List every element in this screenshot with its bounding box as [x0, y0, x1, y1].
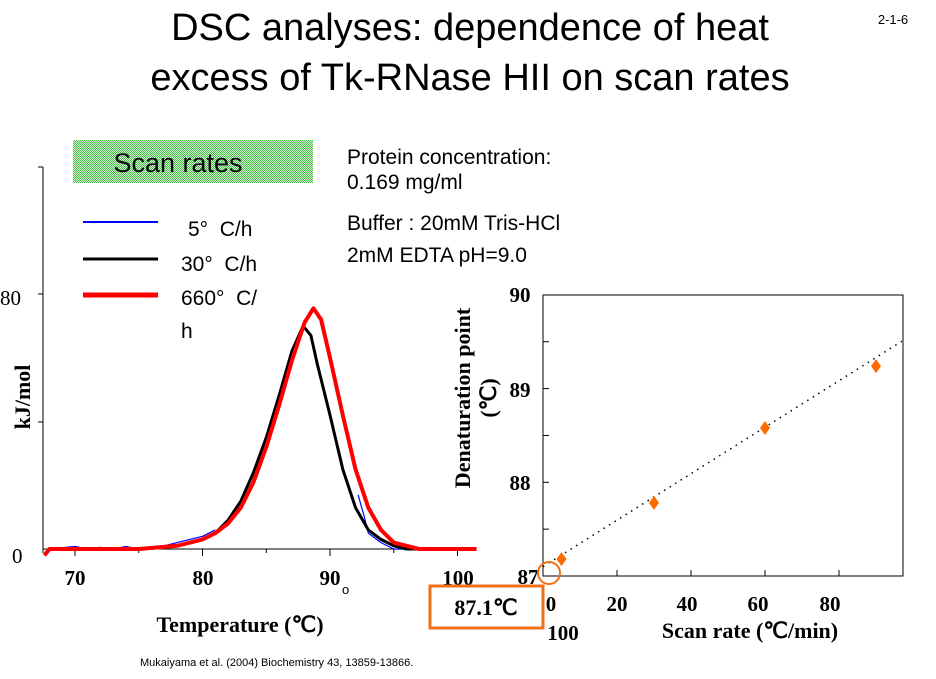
protein-value: 0.169 mg/ml [347, 171, 463, 194]
rate-y-tick-label-90: 90 [510, 283, 531, 307]
legend-label-660-wrap: h [181, 320, 193, 343]
dsc-y-tick-label-80: 80 [0, 286, 21, 310]
legend-label-30: 30° C/h [181, 253, 257, 276]
scan-rate-chart: 87 88 89 90 0 20 40 60 80 100 Scan rate … [450, 283, 904, 645]
dsc-x-tick-label-90: 90 [320, 566, 341, 590]
slide-title-line1: DSC analyses: dependence of heat [171, 7, 769, 49]
rate-data-point [871, 359, 881, 374]
dsc-chart: 80 0 70 80 90 o 100 Temperature (℃) kJ/m… [0, 166, 477, 637]
dsc-series-line [49, 529, 216, 550]
rate-y-tick-label-88: 88 [510, 471, 531, 495]
rate-y-tick-label-87: 87 [518, 565, 539, 589]
buffer-line1: Buffer : 20mM Tris-HCl [347, 212, 560, 235]
legend-label-5: 5° C/h [188, 218, 252, 241]
rate-x-axis-label: Scan rate (℃/min) [662, 618, 838, 643]
rate-data-point [556, 552, 567, 567]
rate-x-tick-label-80: 80 [820, 592, 841, 616]
legend-title-box [73, 140, 313, 183]
slide-title-line2: excess of Tk-RNase HII on scan rates [150, 57, 789, 99]
dsc-x-tick-suffix: o [342, 582, 349, 597]
dsc-x-axis-label: Temperature (℃) [156, 612, 323, 637]
intercept-highlight-circle [537, 561, 561, 585]
rate-y-tick-label-89: 89 [510, 378, 531, 402]
rate-y-axis-unit: (℃) [476, 378, 501, 417]
intercept-callout-value: 87.1℃ [454, 595, 517, 620]
buffer-line2: 2mM EDTA pH=9.0 [347, 244, 527, 267]
dsc-y-tick-label-0: 0 [12, 544, 23, 568]
rate-data-point [760, 420, 770, 435]
intercept-callout-box [428, 584, 545, 630]
rate-data-point [649, 495, 659, 510]
rate-x-tick-label-40: 40 [677, 592, 698, 616]
legend-label-660: 660° C/ [181, 287, 257, 310]
slide-number: 2-1-6 [878, 12, 908, 27]
rate-y-axis-label: Denaturation point [450, 307, 475, 488]
dsc-y-axis-label: kJ/mol [10, 365, 35, 430]
rate-x-tick-label-0: 0 [546, 592, 557, 616]
protein-label: Protein concentration: [347, 146, 551, 169]
rate-x-tick-label-20: 20 [607, 592, 628, 616]
dsc-series-line [42, 306, 477, 557]
dsc-series-line [49, 324, 471, 551]
rate-x-tick-label-100: 100 [547, 621, 579, 645]
legend-title: Scan rates [113, 148, 242, 178]
rate-x-tick-label-60: 60 [748, 592, 769, 616]
dsc-x-tick-label-80: 80 [193, 566, 214, 590]
dsc-x-tick-label-70: 70 [65, 566, 86, 590]
rate-plot-frame [542, 294, 904, 577]
citation: Mukaiyama et al. (2004) Biochemistry 43,… [140, 657, 413, 669]
